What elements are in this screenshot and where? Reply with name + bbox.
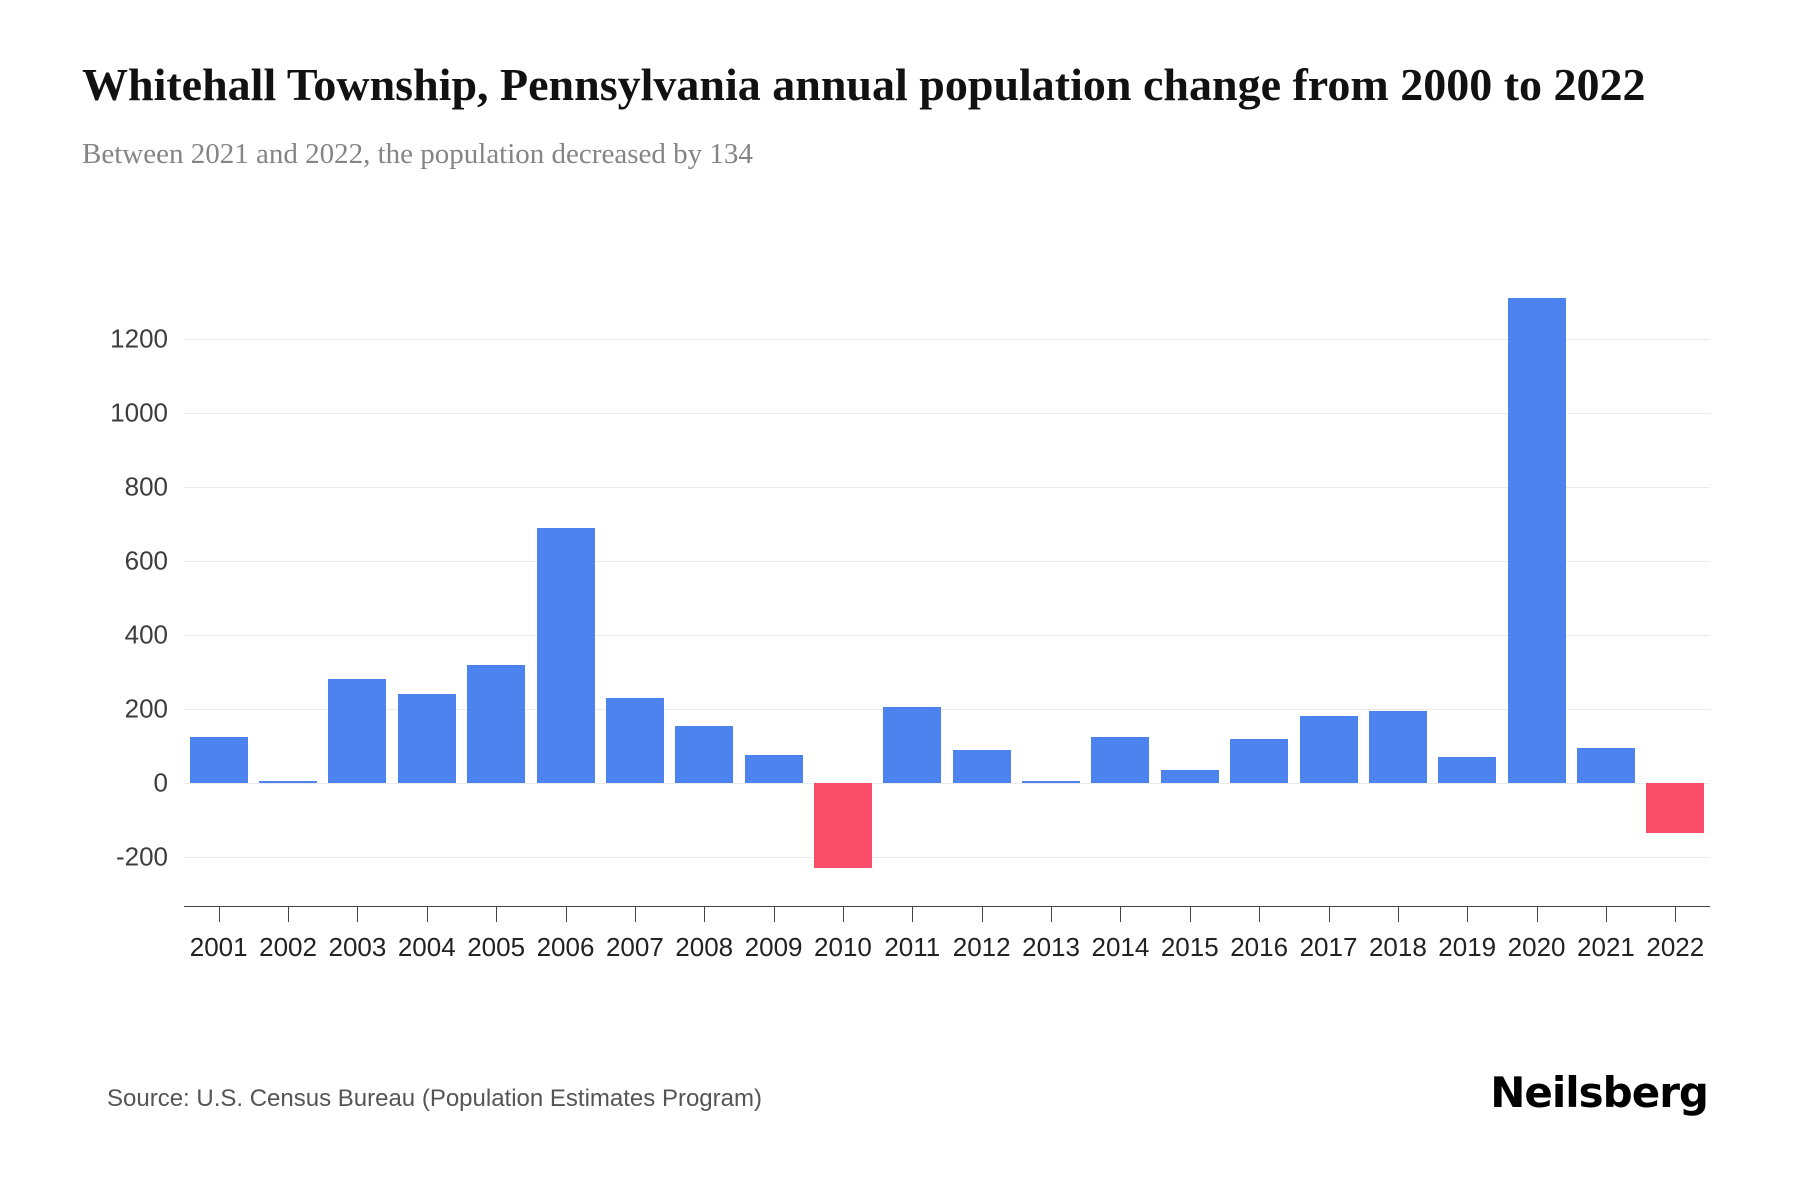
x-axis-label-2019: 2019 (1438, 932, 1497, 962)
x-tick-2016 (1259, 907, 1261, 922)
x-tick-2019 (1467, 907, 1469, 922)
x-tick-2006 (565, 907, 567, 922)
x-axis-label-2006: 2006 (536, 932, 595, 962)
x-axis-label-2021: 2021 (1577, 932, 1635, 962)
bar-2011[interactable] (883, 707, 942, 783)
x-tick-2002 (288, 907, 290, 922)
x-tick-2007 (634, 907, 636, 922)
x-axis-label-2020: 2020 (1507, 932, 1566, 962)
x-tick-2008 (704, 907, 706, 922)
chart-title: Whitehall Township, Pennsylvania annual … (82, 59, 1646, 110)
gridline-1200 (184, 339, 1710, 340)
bar-2018[interactable] (1368, 710, 1427, 783)
bar-2019[interactable] (1438, 757, 1497, 783)
x-axis-label-2017: 2017 (1299, 932, 1358, 962)
bar-2008[interactable] (675, 725, 734, 783)
bar-2007[interactable] (605, 697, 664, 783)
y-axis-label-1000: 1000 (110, 397, 168, 428)
y-axis-label-400: 400 (124, 619, 168, 650)
bar-2017[interactable] (1299, 716, 1358, 783)
bar-2004[interactable] (397, 694, 456, 783)
x-axis-label-2007: 2007 (605, 932, 664, 962)
gridline-400 (184, 635, 1710, 636)
bar-2022[interactable] (1646, 783, 1705, 833)
gridline--200 (184, 857, 1710, 858)
x-axis-label-2005: 2005 (467, 932, 526, 962)
gridline-0 (184, 783, 1710, 784)
x-tick-2003 (357, 907, 359, 922)
x-tick-2004 (426, 907, 428, 922)
x-axis-label-2015: 2015 (1160, 932, 1219, 962)
x-axis-label-2018: 2018 (1368, 932, 1427, 962)
source-text: Source: U.S. Census Bureau (Population E… (107, 1085, 762, 1112)
y-axis-label--200: -200 (115, 841, 168, 872)
bar-2003[interactable] (328, 679, 387, 783)
bar-2002[interactable] (259, 781, 318, 783)
x-tick-2014 (1120, 907, 1122, 922)
x-axis-label-2004: 2004 (397, 932, 456, 962)
bar-2001[interactable] (189, 736, 248, 783)
bar-2009[interactable] (744, 755, 803, 783)
bar-2020[interactable] (1507, 298, 1566, 783)
y-axis-label-600: 600 (124, 545, 168, 576)
gridline-600 (184, 561, 1710, 562)
x-axis-label-2016: 2016 (1230, 932, 1289, 962)
x-axis-label-2010: 2010 (814, 932, 872, 962)
y-axis-label-800: 800 (124, 471, 168, 502)
x-tick-2022 (1675, 907, 1677, 922)
x-tick-2001 (218, 907, 220, 922)
x-tick-2005 (496, 907, 498, 922)
x-tick-2009 (773, 907, 775, 922)
chart-subtitle: Between 2021 and 2022, the population de… (82, 138, 753, 170)
bar-2021[interactable] (1576, 747, 1635, 783)
bar-2014[interactable] (1091, 736, 1150, 783)
brand-logo: Neilsberg (1490, 1068, 1709, 1117)
x-axis-label-2009: 2009 (744, 932, 803, 962)
y-axis-label-0: 0 (153, 767, 168, 798)
x-tick-2018 (1397, 907, 1399, 922)
x-tick-2020 (1536, 907, 1538, 922)
x-axis-label-2002: 2002 (259, 932, 317, 962)
x-tick-2010 (842, 907, 844, 922)
bar-2015[interactable] (1160, 770, 1219, 783)
bar-2006[interactable] (536, 527, 595, 783)
x-axis-label-2003: 2003 (328, 932, 387, 962)
x-axis-label-2008: 2008 (675, 932, 734, 962)
plot-area: -200 0 200 400 600 800 1000 1200 2001 2002 2003 200… (110, 270, 1710, 962)
y-axis-label-1200: 1200 (110, 323, 168, 354)
gridline-200 (184, 709, 1710, 710)
bar-2005[interactable] (467, 664, 526, 783)
x-axis-label-2022: 2022 (1646, 932, 1705, 962)
bar-2016[interactable] (1230, 738, 1289, 783)
x-tick-2011 (912, 907, 914, 922)
bar-2010[interactable] (813, 783, 872, 869)
x-tick-2012 (981, 907, 983, 922)
x-tick-2013 (1051, 907, 1053, 922)
gridline-1000 (184, 413, 1710, 414)
y-axis-label-200: 200 (124, 693, 168, 724)
x-axis-label-2013: 2013 (1022, 932, 1080, 962)
gridline-800 (184, 487, 1710, 488)
bar-2012[interactable] (952, 749, 1011, 783)
x-axis-label-2014: 2014 (1091, 932, 1150, 962)
x-axis-label-2001: 2001 (189, 932, 248, 962)
x-axis-label-2011: 2011 (884, 932, 941, 962)
bar-2013[interactable] (1022, 781, 1081, 783)
x-axis-label-2012: 2012 (952, 932, 1011, 962)
x-tick-2015 (1189, 907, 1191, 922)
x-tick-2021 (1605, 907, 1607, 922)
x-tick-2017 (1328, 907, 1330, 922)
x-axis-line (184, 906, 1710, 907)
